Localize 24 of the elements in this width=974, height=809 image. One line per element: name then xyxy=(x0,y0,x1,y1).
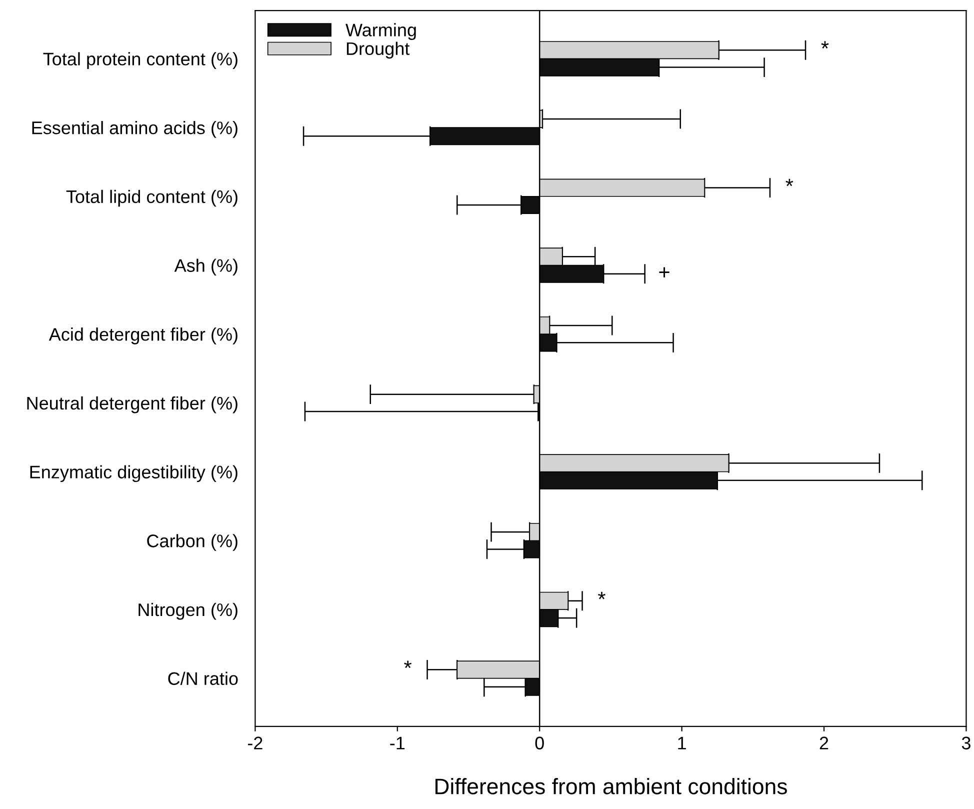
y-tick-label: Acid detergent fiber (%) xyxy=(48,328,238,344)
x-tick-label: -2 xyxy=(248,736,262,750)
y-tick-label: Neutral detergent fiber (%) xyxy=(27,396,238,414)
annotation: * xyxy=(598,592,606,600)
annotation: * xyxy=(821,41,829,48)
y-tick-label: Ash (%) xyxy=(174,258,238,276)
y-tick-label: Nitrogen (%) xyxy=(138,602,238,620)
x-tick-label: 0 xyxy=(535,736,544,750)
x-tick-label: 1 xyxy=(678,736,686,750)
x-tick-label: -1 xyxy=(390,736,405,750)
x-tick-label: 3 xyxy=(962,736,970,750)
y-tick-label: C/N ratio xyxy=(168,672,238,686)
legend-label: Warming xyxy=(346,23,416,40)
x-axis-title: Differences from ambient conditions xyxy=(435,778,787,794)
y-tick-label: Carbon (%) xyxy=(147,534,238,551)
y-tick-label: Total protein content (%) xyxy=(43,52,238,69)
annotation: * xyxy=(786,178,794,186)
legend-label: Drought xyxy=(346,42,410,59)
y-tick-label: Essential amino acids (%) xyxy=(32,121,238,138)
x-tick-label: 2 xyxy=(820,736,828,750)
annotation: * xyxy=(404,660,412,668)
y-tick-label: Enzymatic digestibility (%) xyxy=(30,465,238,482)
y-tick-label: Total lipid content (%) xyxy=(66,190,238,207)
annotation: + xyxy=(659,267,670,278)
